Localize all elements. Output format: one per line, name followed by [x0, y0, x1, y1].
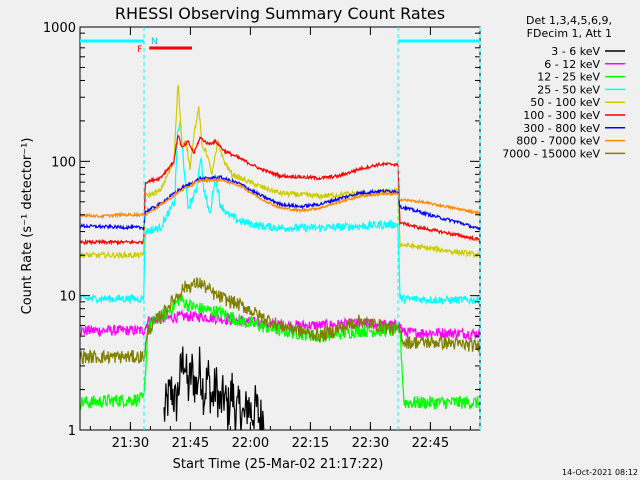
series-line-4 — [80, 121, 480, 306]
legend-label: 6 - 12 keV — [544, 58, 600, 71]
y-tick-label: 10 — [59, 290, 76, 305]
x-tick-label: 22:00 — [232, 436, 269, 451]
legend-label: 800 - 7000 keV — [516, 135, 600, 148]
footer-date: 14-Oct-2021 08:12 — [562, 468, 638, 477]
series-line-5 — [80, 84, 480, 260]
y-tick-label: 1 — [68, 424, 76, 439]
x-axis: 21:30 21:45 22:00 22:15 22:30 22:45 — [89, 27, 471, 451]
x-tick-label: 21:30 — [112, 436, 149, 451]
legend-label: 300 - 800 keV — [523, 122, 600, 135]
series-line-1 — [163, 346, 265, 430]
plot-frame — [79, 26, 481, 431]
series-line-8 — [80, 176, 480, 219]
annotations: NF — [80, 27, 481, 430]
chart-title: RHESSI Observing Summary Count Rates — [115, 4, 445, 23]
night-label: N — [151, 37, 158, 47]
legend-header-line: Det 1,3,4,5,6,9, — [526, 14, 612, 27]
legend-label: 3 - 6 keV — [551, 45, 600, 58]
legend-label: 50 - 100 keV — [530, 96, 600, 109]
legend-label: 25 - 50 keV — [537, 83, 600, 96]
series-line-9 — [80, 277, 480, 365]
series-line-3 — [80, 294, 480, 411]
series-line-7 — [80, 174, 480, 231]
legend-label: 7000 - 15000 keV — [502, 147, 600, 160]
x-tick-label: 22:45 — [412, 436, 449, 451]
y-axis-label: Count Rate (s⁻¹ detector⁻¹) — [20, 138, 35, 315]
x-tick-label: 22:15 — [292, 436, 329, 451]
series-line-6 — [80, 134, 480, 246]
y-tick-label: 100 — [51, 155, 76, 170]
legend-label: 12 - 25 keV — [537, 71, 600, 84]
y-axis: 1 10 100 1000 — [43, 21, 480, 439]
y-tick-label: 1000 — [43, 21, 76, 36]
series-lines — [80, 84, 480, 430]
legend-label: 100 - 300 keV — [523, 109, 600, 122]
legend-header-line: FDecim 1, Att 1 — [527, 27, 612, 40]
flare-label: F — [137, 45, 142, 55]
x-tick-label: 22:30 — [352, 436, 389, 451]
x-tick-label: 21:45 — [172, 436, 209, 451]
x-axis-label: Start Time (25-Mar-02 21:17:22) — [173, 457, 384, 472]
